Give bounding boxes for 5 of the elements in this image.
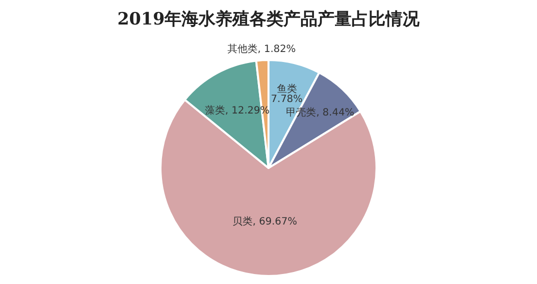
data-label: 7.78% (270, 94, 303, 106)
slice-label: 贝类, 69.67% (232, 215, 298, 228)
slice-label: 鱼类 (276, 83, 297, 96)
slice-label: 其他类, 1.82% (228, 42, 296, 55)
chart-title: 2019年海水养殖各类产品产量占比情况 (117, 10, 421, 30)
